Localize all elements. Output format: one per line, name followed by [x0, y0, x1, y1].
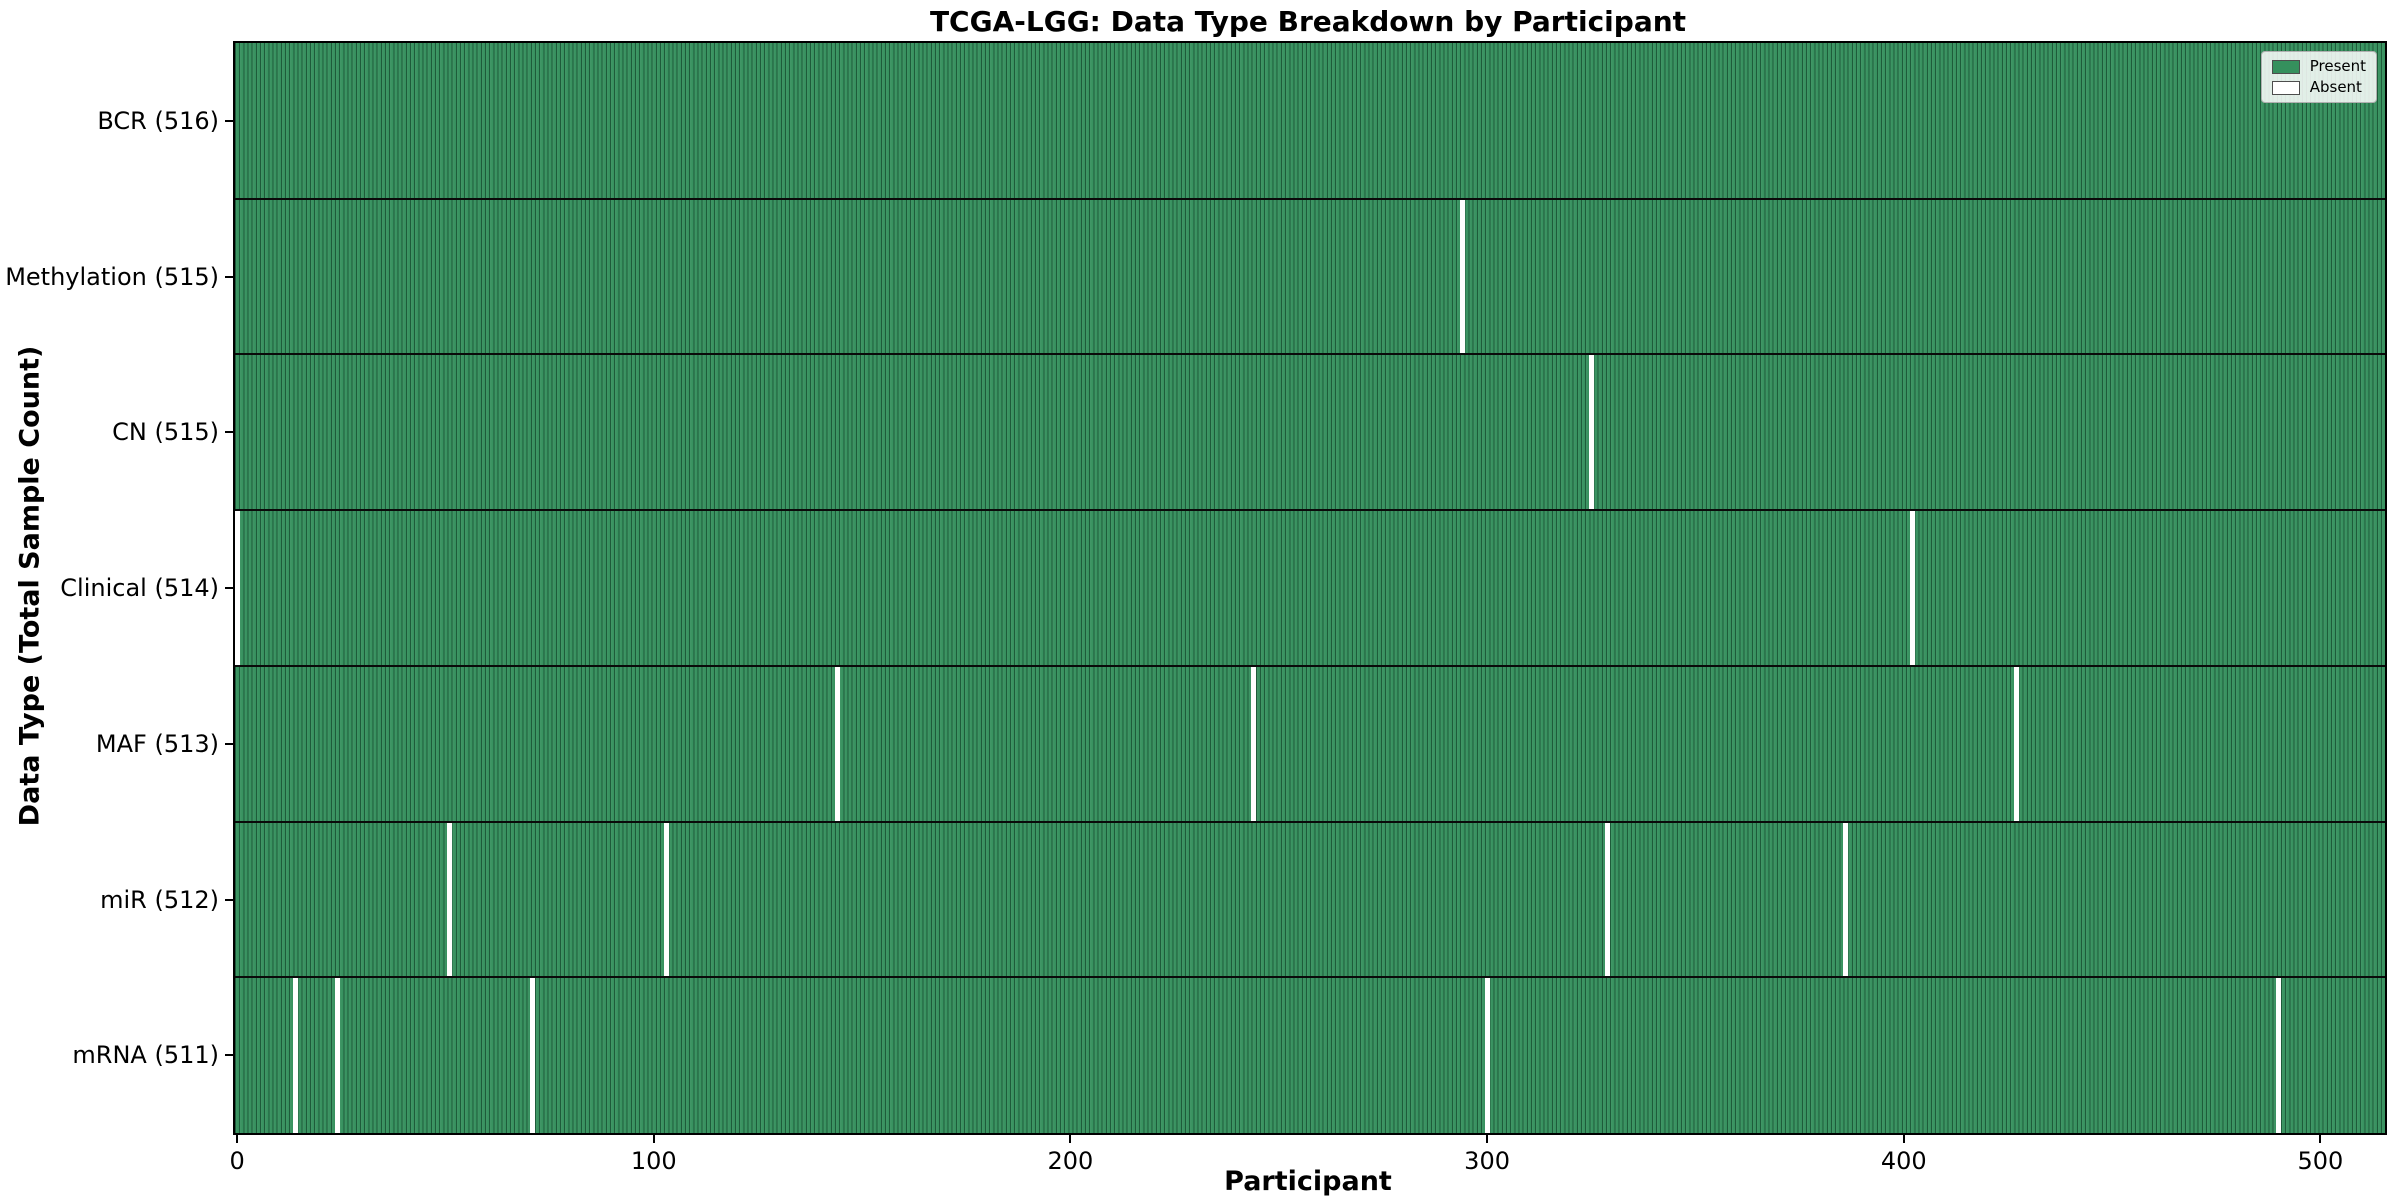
xtick-mark [1069, 1135, 1072, 1143]
ytick-mark [225, 587, 233, 589]
xtick-mark [2319, 1135, 2322, 1143]
ytick-mark [225, 431, 233, 433]
xtick-mark [1902, 1135, 1905, 1143]
xtick-label-100: 100 [630, 1147, 677, 1175]
absent-stripe [1842, 822, 1848, 977]
ytick-label-methylation: Methylation (515) [5, 262, 219, 291]
absent-swatch [2271, 80, 2300, 95]
absent-stripe [2276, 977, 2282, 1133]
xtick-label-500: 500 [2297, 1147, 2344, 1175]
legend-label-present: Present [2309, 57, 2366, 75]
absent-stripe [334, 977, 340, 1133]
xtick-label-300: 300 [1464, 1147, 1510, 1175]
ytick-mark [225, 120, 233, 122]
absent-stripe [447, 822, 453, 977]
xtick-mark [652, 1135, 655, 1143]
absent-stripe [1459, 199, 1465, 354]
xtick-mark [236, 1135, 239, 1143]
row-separator [235, 976, 2385, 978]
row-separator [235, 665, 2385, 667]
row-band-methylation [235, 199, 2385, 354]
row-separator [235, 353, 2385, 355]
ytick-mark [225, 275, 233, 278]
absent-stripe [1605, 822, 1611, 977]
ytick-mark [225, 743, 233, 745]
absent-stripe [1909, 510, 1915, 666]
absent-stripe [292, 977, 298, 1133]
xtick-label-0: 0 [229, 1147, 245, 1175]
row-band-clinical [235, 510, 2385, 666]
x-axis-label: Participant [1224, 1166, 1392, 1197]
legend-entry-present: Present [2271, 57, 2366, 75]
absent-stripe [834, 666, 840, 822]
plot-area: Present Absent [233, 41, 2387, 1135]
chart-title: TCGA-LGG: Data Type Breakdown by Partici… [929, 5, 1687, 38]
y-axis-label: Data Type (Total Sample Count) [14, 345, 46, 827]
absent-stripe [663, 822, 669, 977]
absent-stripe [530, 977, 536, 1133]
absent-stripe [1251, 666, 1257, 822]
row-band-mir [235, 822, 2385, 977]
ytick-label-cn: CN (515) [112, 418, 219, 446]
absent-stripe [1588, 354, 1594, 510]
absent-stripe [2013, 666, 2019, 822]
xtick-mark [1486, 1135, 1489, 1143]
row-band-bcr [235, 43, 2385, 199]
legend-label-absent: Absent [2309, 78, 2362, 96]
xtick-label-200: 200 [1047, 1147, 1094, 1175]
present-swatch [2271, 59, 2300, 74]
row-band-cn [235, 354, 2385, 510]
ytick-label-mir: miR (512) [100, 885, 219, 914]
ytick-label-clinical: Clinical (514) [60, 574, 219, 602]
ytick-mark [225, 1054, 233, 1056]
legend: Present Absent [2260, 51, 2377, 103]
ytick-mark [225, 898, 233, 901]
xtick-label-400: 400 [1880, 1147, 1927, 1175]
row-band-maf [235, 666, 2385, 822]
absent-stripe [235, 510, 240, 666]
row-band-mrna [235, 977, 2385, 1133]
absent-stripe [1484, 977, 1490, 1133]
row-separator [235, 821, 2385, 823]
ytick-label-bcr: BCR (516) [97, 107, 219, 135]
ytick-label-maf: MAF (513) [95, 730, 219, 758]
legend-entry-absent: Absent [2271, 78, 2366, 96]
ytick-label-mrna: mRNA (511) [72, 1041, 219, 1069]
row-separator [235, 198, 2385, 200]
row-separator [235, 509, 2385, 511]
